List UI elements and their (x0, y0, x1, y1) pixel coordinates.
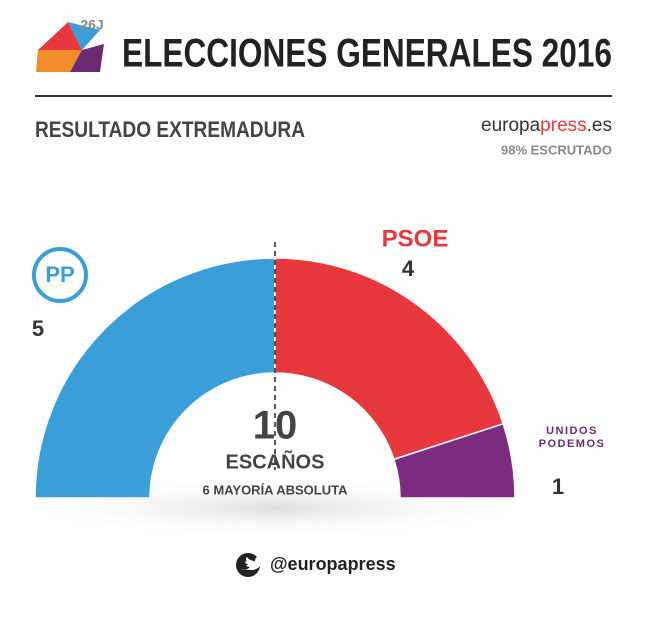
legend-label: PP (45, 262, 74, 287)
majority-label: 6 MAYORÍA ABSOLUTA (203, 482, 349, 497)
title: ELECCIONES GENERALES 2016 (122, 32, 612, 76)
legend-label: PSOE (382, 225, 449, 252)
source-part: .es (587, 115, 612, 136)
badge: 26J (80, 17, 103, 33)
total: 10 (253, 404, 298, 448)
total-label: ESCAÑOS (226, 450, 325, 473)
seat-arc (392, 422, 516, 499)
subtitle: RESULTADO EXTREMADURA (35, 117, 305, 142)
source: europapress.es (481, 115, 612, 136)
value-label: 1 (552, 474, 564, 499)
logo: 26J (36, 17, 104, 72)
seat-arc (274, 257, 505, 461)
value-label: 5 (32, 316, 44, 341)
twitter-bird (241, 556, 264, 570)
legend-label: UNIDOS PODEMOS (538, 425, 606, 450)
value-label: 4 (402, 256, 415, 281)
pp-logo (32, 247, 88, 303)
source-part: europa (481, 115, 541, 136)
handle: @europapress (270, 554, 396, 574)
status: 98% ESCRUTADO (501, 142, 612, 157)
source-part: press (540, 115, 586, 136)
seat-arc (34, 257, 276, 499)
arcs (34, 257, 516, 499)
